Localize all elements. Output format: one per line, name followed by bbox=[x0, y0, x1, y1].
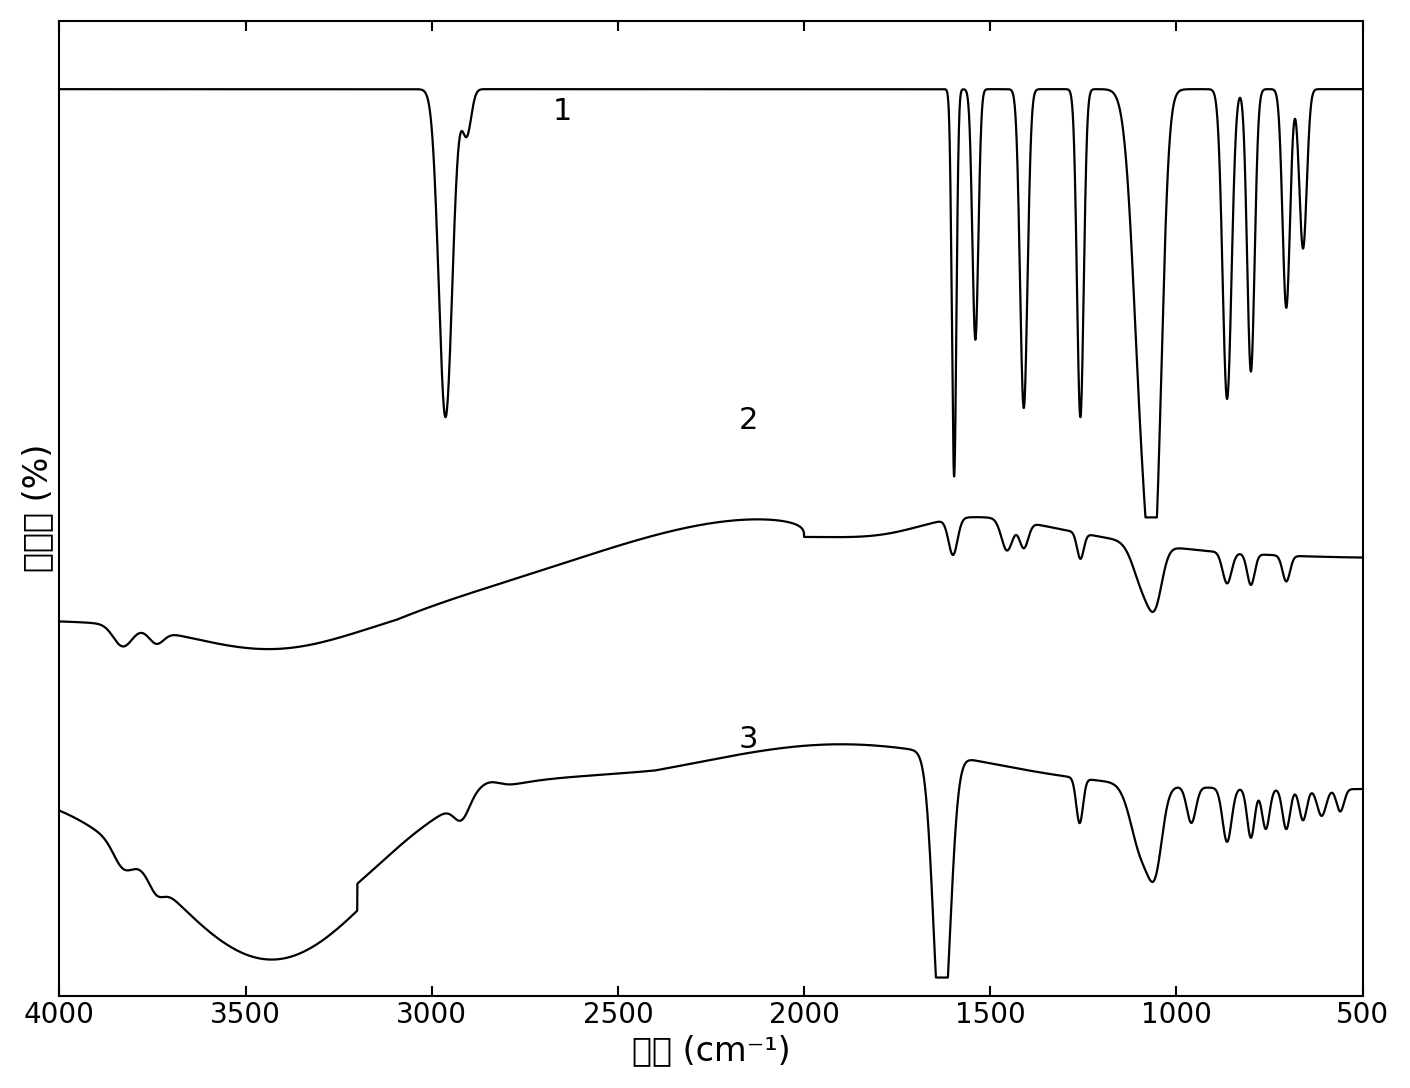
Y-axis label: 透光率 (%): 透光率 (%) bbox=[21, 444, 54, 572]
Text: 2: 2 bbox=[739, 407, 759, 435]
X-axis label: 波数 (cm⁻¹): 波数 (cm⁻¹) bbox=[632, 1035, 791, 1067]
Text: 1: 1 bbox=[553, 97, 571, 125]
Text: 3: 3 bbox=[739, 726, 759, 754]
